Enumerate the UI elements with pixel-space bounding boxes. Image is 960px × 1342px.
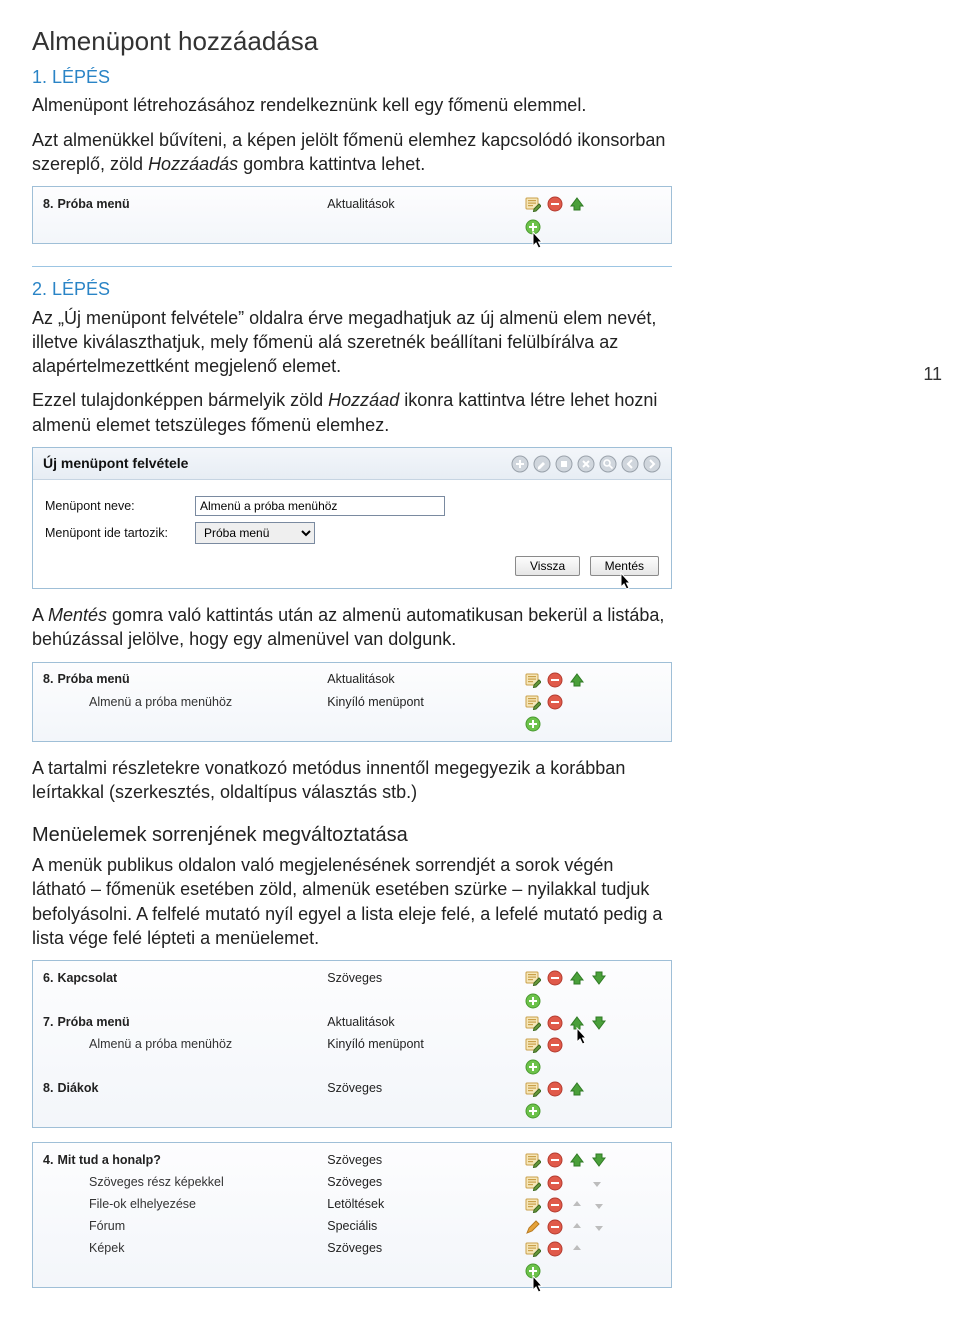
menu-list-panel-3: 6.Kapcsolat Szöveges 7.Próba menü Aktual… bbox=[32, 960, 672, 1128]
move-up-grey-icon[interactable] bbox=[569, 1219, 585, 1235]
reorder-text: A menük publikus oldalon való megjelenés… bbox=[32, 853, 672, 950]
delete-icon[interactable] bbox=[547, 1197, 563, 1213]
edit-icon[interactable] bbox=[525, 1175, 541, 1191]
add-submenu-icon[interactable] bbox=[525, 993, 541, 1009]
divider bbox=[32, 266, 672, 267]
edit-icon[interactable] bbox=[525, 970, 541, 986]
step2-text-b: Ezzel tulajdonképpen bármelyik zöld Hozz… bbox=[32, 388, 672, 437]
menu-list-panel-4: 4.Mit tud a honalp? Szöveges Szöveges ré… bbox=[32, 1142, 672, 1288]
form-toolbar bbox=[511, 455, 661, 473]
edit-icon[interactable] bbox=[525, 1037, 541, 1053]
step1-text-a: Almenüpont létrehozásához rendelkeznünk … bbox=[32, 93, 672, 117]
move-up-icon[interactable] bbox=[569, 1081, 585, 1097]
delete-icon[interactable] bbox=[547, 1081, 563, 1097]
step1-label: 1. LÉPÉS bbox=[32, 65, 672, 89]
form-title: Új menüpont felvétele bbox=[43, 454, 188, 473]
move-down-icon[interactable] bbox=[591, 1152, 607, 1168]
doc-title: Almenüpont hozzáadása bbox=[32, 24, 672, 59]
delete-icon[interactable] bbox=[547, 196, 563, 212]
toolbar-edit-icon[interactable] bbox=[533, 455, 551, 473]
toolbar-add-icon[interactable] bbox=[511, 455, 529, 473]
delete-icon[interactable] bbox=[547, 1175, 563, 1191]
move-down-grey-icon[interactable] bbox=[589, 1175, 605, 1191]
after-save-text: A Mentés gomra való kattintás után az al… bbox=[32, 603, 672, 652]
add-submenu-icon[interactable] bbox=[525, 716, 541, 732]
toolbar-back-icon[interactable] bbox=[621, 455, 639, 473]
toolbar-search-icon[interactable] bbox=[599, 455, 617, 473]
move-down-grey-icon[interactable] bbox=[591, 1197, 607, 1213]
delete-icon[interactable] bbox=[547, 970, 563, 986]
toolbar-forward-icon[interactable] bbox=[643, 455, 661, 473]
move-up-grey-icon[interactable] bbox=[569, 1197, 585, 1213]
menu-name-input[interactable] bbox=[195, 496, 445, 516]
delete-icon[interactable] bbox=[547, 1219, 563, 1235]
add-submenu-icon[interactable] bbox=[525, 1103, 541, 1119]
delete-icon[interactable] bbox=[547, 672, 563, 688]
cursor-icon bbox=[531, 1275, 545, 1293]
edit-icon[interactable] bbox=[525, 1197, 541, 1213]
add-submenu-icon[interactable] bbox=[525, 1059, 541, 1075]
reorder-heading: Menüelemek sorrenjének megváltoztatása bbox=[32, 822, 672, 849]
move-down-icon[interactable] bbox=[591, 970, 607, 986]
menu-name-label: Menüpont neve: bbox=[45, 498, 195, 515]
toolbar-stop-icon[interactable] bbox=[555, 455, 573, 473]
delete-icon[interactable] bbox=[547, 1037, 563, 1053]
cursor-icon bbox=[531, 231, 545, 249]
edit-icon[interactable] bbox=[525, 694, 541, 710]
toolbar-close-icon[interactable] bbox=[577, 455, 595, 473]
move-up-grey-icon[interactable] bbox=[569, 1241, 585, 1257]
cursor-icon bbox=[575, 1027, 589, 1045]
menu-parent-label: Menüpont ide tartozik: bbox=[45, 525, 195, 542]
delete-icon[interactable] bbox=[547, 1241, 563, 1257]
move-up-icon[interactable] bbox=[569, 970, 585, 986]
menu-list-panel-2: 8.Próba menü Aktualitások Almenü a próba… bbox=[32, 662, 672, 742]
step2-text-a: Az „Új menüpont felvétele” oldalra érve … bbox=[32, 306, 672, 379]
move-down-grey-icon[interactable] bbox=[591, 1219, 607, 1235]
menu-list-panel-1: 8.Próba menü Aktualitások bbox=[32, 186, 672, 244]
move-down-icon[interactable] bbox=[591, 1015, 607, 1031]
edit-icon[interactable] bbox=[525, 1241, 541, 1257]
back-button[interactable]: Vissza bbox=[515, 556, 580, 576]
move-up-icon[interactable] bbox=[569, 1152, 585, 1168]
step2-label: 2. LÉPÉS bbox=[32, 277, 672, 301]
edit-icon[interactable] bbox=[525, 672, 541, 688]
delete-icon[interactable] bbox=[547, 694, 563, 710]
cursor-icon bbox=[619, 572, 633, 590]
move-up-icon[interactable] bbox=[569, 672, 585, 688]
step1-text-b: Azt almenükkel bűvíteni, a képen jelölt … bbox=[32, 128, 672, 177]
method-note: A tartalmi részletekre vonatkozó metódus… bbox=[32, 756, 672, 805]
move-up-icon[interactable] bbox=[569, 196, 585, 212]
delete-icon[interactable] bbox=[547, 1015, 563, 1031]
delete-icon[interactable] bbox=[547, 1152, 563, 1168]
menu-parent-select[interactable]: Próba menü bbox=[195, 522, 315, 544]
page-number: 11 bbox=[923, 362, 942, 386]
edit-icon[interactable] bbox=[525, 1152, 541, 1168]
new-menu-form-panel: Új menüpont felvétele Menüpont neve: Men… bbox=[32, 447, 672, 589]
pencil-icon[interactable] bbox=[525, 1219, 541, 1235]
edit-icon[interactable] bbox=[525, 196, 541, 212]
edit-icon[interactable] bbox=[525, 1081, 541, 1097]
edit-icon[interactable] bbox=[525, 1015, 541, 1031]
